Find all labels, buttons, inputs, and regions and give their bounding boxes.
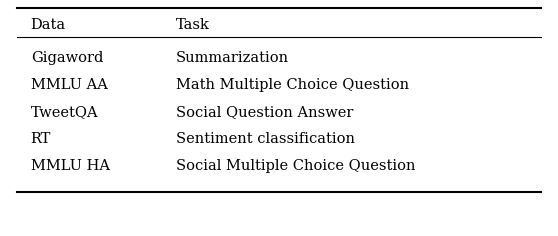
Text: RT: RT <box>31 132 51 146</box>
Text: MMLU AA: MMLU AA <box>31 78 108 92</box>
Text: Data: Data <box>31 18 66 32</box>
Text: MMLU HA: MMLU HA <box>31 159 110 173</box>
Text: Social Question Answer: Social Question Answer <box>176 105 353 119</box>
Text: Math Multiple Choice Question: Math Multiple Choice Question <box>176 78 409 92</box>
Text: Task: Task <box>176 18 210 32</box>
Text: Gigaword: Gigaword <box>31 51 103 65</box>
Text: TweetQA: TweetQA <box>31 105 98 119</box>
Text: Summarization: Summarization <box>176 51 289 65</box>
Text: Social Multiple Choice Question: Social Multiple Choice Question <box>176 159 415 173</box>
Text: Sentiment classification: Sentiment classification <box>176 132 355 146</box>
